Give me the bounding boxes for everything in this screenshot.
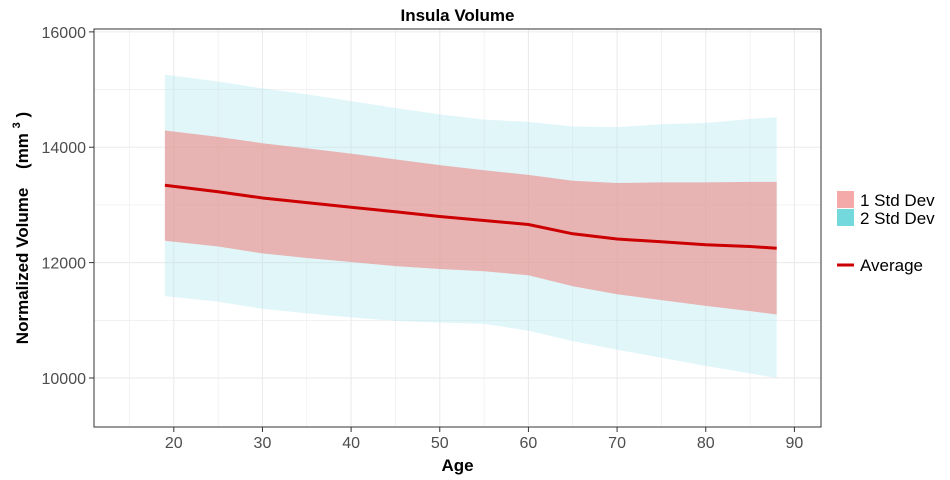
x-axis-ticks: 20 30 40 50 60 70 80 90 [165,427,804,452]
x-tick-label: 50 [431,435,449,452]
x-axis-title: Age [441,456,473,475]
average-line-layer [164,183,777,250]
y-axis-title-unit: (mm [13,133,32,169]
average-line [164,183,777,250]
panel-border [93,28,822,428]
legend-label-average: Average [860,256,923,275]
x-tick-label: 60 [520,435,538,452]
y-tick-label: 16000 [42,25,87,42]
y-tick-label: 12000 [42,256,87,273]
legend-key-2-std-dev [837,209,854,226]
legend-label-1-std-dev: 1 Std Dev [860,191,935,210]
y-axis-title-text: Normalized Volume [13,188,32,345]
x-tick-label: 90 [786,435,804,452]
legend-label-2-std-dev: 2 Std Dev [860,209,935,228]
x-tick-label: 20 [165,435,183,452]
y-axis-ticks: 10000 12000 14000 16000 [42,25,94,388]
band-1-std-dev [164,130,777,315]
x-tick-label: 70 [608,435,626,452]
y-axis-title-unit-close: ) [13,112,32,118]
y-axis-title: Normalized Volume (mm 3 ) [5,112,32,344]
x-tick-label: 30 [254,435,272,452]
legend-key-1-std-dev [837,191,854,208]
x-tick-label: 40 [342,435,360,452]
band-1-std-dev-layer [164,130,777,315]
y-axis-title-unit-sup: 3 [11,122,23,128]
y-tick-label: 10000 [42,371,87,388]
legend: 1 Std Dev 2 Std Dev Average [837,191,935,275]
x-tick-label: 80 [697,435,715,452]
chart-title: Insula Volume [401,6,515,25]
y-tick-label: 14000 [42,140,87,157]
